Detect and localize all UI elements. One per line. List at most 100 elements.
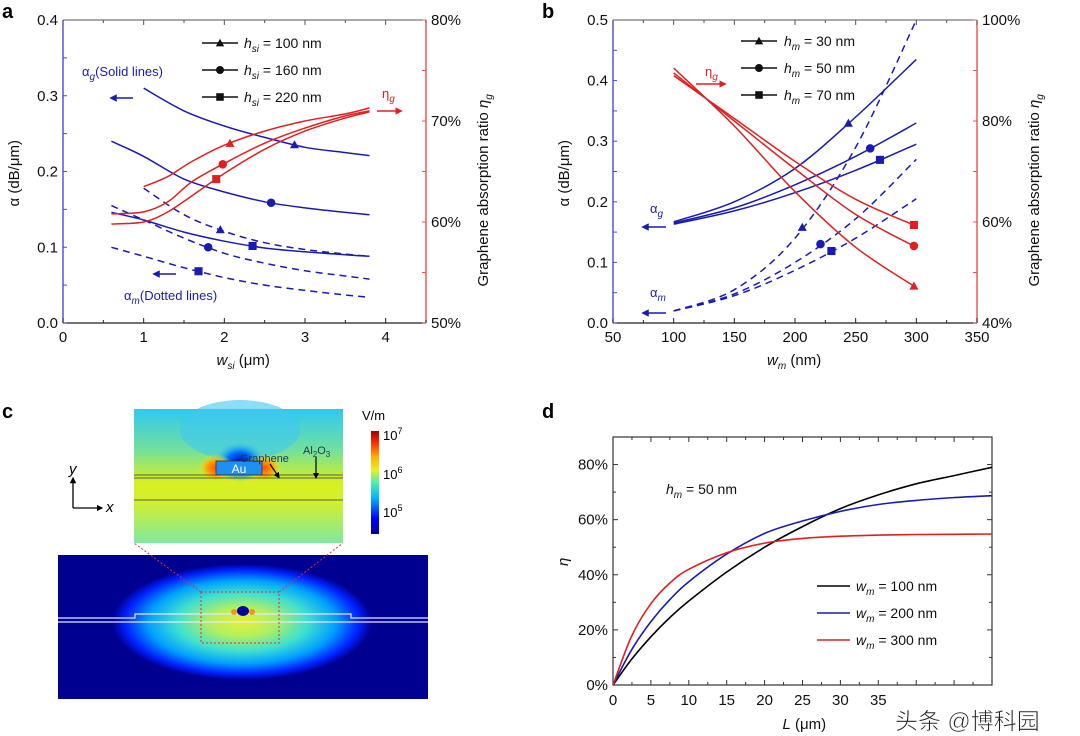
legend-marker-square: [216, 93, 224, 101]
panel-label-c: c: [2, 401, 13, 423]
y-tick-label: 0%: [586, 677, 608, 694]
panel-label-d: d: [542, 401, 554, 423]
x-tick-label: 50: [605, 329, 622, 346]
series-marker-square: [827, 246, 836, 256]
series-marker-square: [875, 155, 884, 164]
colorbar-unit: V/m: [362, 408, 385, 423]
graphene-label: Graphene: [240, 453, 289, 465]
chart-b: 50 100 150 200 250 300 350 0.0 0.1 0.2 0.3 0.4 0.5 40…: [556, 12, 1046, 372]
left-y-tick-label: 0.4: [37, 12, 58, 29]
x-tick-label: 200: [782, 329, 807, 346]
x-tick-label: 0: [59, 329, 67, 346]
x-tick-label: 10: [680, 692, 697, 709]
series-line-4: [673, 158, 917, 312]
series-marker-triangle: [843, 118, 853, 127]
left-y-tick-label: 0.1: [37, 239, 58, 256]
x-axis-title: wm (nm): [767, 352, 821, 372]
y-axis-indicator-label: y: [68, 461, 78, 478]
x-axis-indicator-label: x: [105, 499, 114, 516]
right-y-axis-title: Graphene absorption ratio ηg: [475, 94, 495, 287]
right-y-tick-label: 100%: [982, 12, 1020, 29]
x-tick-label: 15: [718, 692, 735, 709]
x-tick-label: 3: [301, 329, 309, 346]
right-y-tick-label: 60%: [982, 214, 1012, 231]
x-tick-label: 25: [794, 692, 811, 709]
x-tick-label: 300: [904, 329, 929, 346]
x-tick-label: 1: [139, 329, 147, 346]
series-line-1: [111, 140, 370, 216]
y-axis-title: η: [555, 558, 572, 566]
left-y-axis-title: α (dB/μm): [556, 140, 573, 206]
colorbar-tick-10e5: 105: [383, 503, 402, 520]
panel-label-a: a: [2, 1, 14, 23]
y-tick-label: 60%: [578, 512, 608, 529]
left-y-tick-label: 0.3: [587, 133, 608, 150]
x-tick-label: 30: [832, 692, 849, 709]
left-y-tick-label: 0.4: [587, 73, 608, 90]
x-axis-title: wsi (μm): [217, 352, 270, 372]
left-y-tick-label: 0.5: [587, 12, 608, 29]
series-line-0: [612, 466, 993, 686]
field-map-panel: Au Graphene Al2O3 y x V/m 107 106 105: [58, 400, 428, 699]
series-marker-circle: [865, 144, 875, 153]
hotspot-right-small: [249, 609, 255, 615]
legend-entry-2: hm = 70 nm: [784, 87, 855, 107]
eta-g-annotation: ηg: [705, 64, 718, 83]
graphene-arrow: [269, 463, 280, 479]
legend-entry-2: hsi = 220 nm: [244, 89, 322, 109]
legend-entry-1: wm = 200 nm: [856, 605, 937, 625]
x-tick-label: 5: [647, 692, 655, 709]
legend-entry-0: wm = 100 nm: [856, 578, 937, 598]
right-y-tick-label: 80%: [431, 12, 461, 29]
left-y-tick-label: 0.2: [587, 194, 608, 211]
series-marker-square: [212, 175, 221, 184]
colorbar-tick-10e6: 106: [383, 465, 402, 482]
series-marker-circle: [218, 160, 227, 169]
legend-entry-0: hm = 30 nm: [784, 33, 855, 53]
series-line-1: [673, 122, 917, 224]
series-line-7: [111, 110, 370, 215]
hm-annotation: hm = 50 nm: [666, 481, 737, 501]
chart-d: 0 5 10 15 20 25 30 35 0% 20% 40% 60% 80% L (μm) η hm = …: [555, 436, 993, 733]
right-y-tick-label: 70%: [431, 113, 461, 130]
series-line-2: [612, 533, 993, 686]
series-line-5: [111, 246, 370, 298]
series-marker-triangle: [797, 222, 807, 231]
y-tick-label: 20%: [578, 622, 608, 639]
x-tick-label: 100: [661, 329, 686, 346]
series-marker-triangle: [215, 225, 225, 234]
legend-entry-1: hsi = 160 nm: [244, 62, 322, 82]
series-line-5: [673, 198, 917, 312]
series-marker-triangle: [909, 281, 919, 290]
alpha-m-annotation: αm(Dotted lines): [124, 288, 217, 307]
au-label: Au: [232, 462, 247, 476]
series-line-1: [612, 494, 993, 686]
left-y-tick-label: 0.2: [37, 164, 58, 181]
legend-marker-circle: [755, 64, 763, 72]
right-y-tick-label: 40%: [982, 315, 1012, 332]
x-tick-label: 250: [843, 329, 868, 346]
left-y-tick-label: 0.0: [587, 315, 608, 332]
x-tick-label: 20: [756, 692, 773, 709]
alpha-g-annotation: αg: [650, 201, 664, 220]
x-tick-label: 4: [381, 329, 389, 346]
series-line-6: [143, 107, 370, 188]
x-tick-label: 2: [220, 329, 228, 346]
series-marker-square: [194, 267, 203, 276]
series-line-8: [673, 74, 917, 227]
eta-g-annotation: ηg: [382, 86, 395, 105]
legend-entry-1: hm = 50 nm: [784, 60, 855, 80]
chart-a: 0 1 2 3 4 0.0 0.1 0.2 0.3 0.4 50% 60% 70% 80% wsi (μm)…: [6, 12, 495, 372]
legend-marker-circle: [216, 66, 224, 74]
y-tick-label: 40%: [578, 567, 608, 584]
legend-marker-square: [755, 91, 763, 99]
series-marker-circle: [816, 239, 825, 249]
hotspot-left-small: [231, 609, 237, 615]
colorbar: [371, 431, 379, 534]
left-y-tick-label: 0.0: [37, 315, 58, 332]
au-strip-small: [237, 606, 249, 616]
right-y-tick-label: 50%: [431, 315, 461, 332]
series-marker-circle: [203, 242, 213, 252]
x-tick-label: 35: [870, 692, 887, 709]
